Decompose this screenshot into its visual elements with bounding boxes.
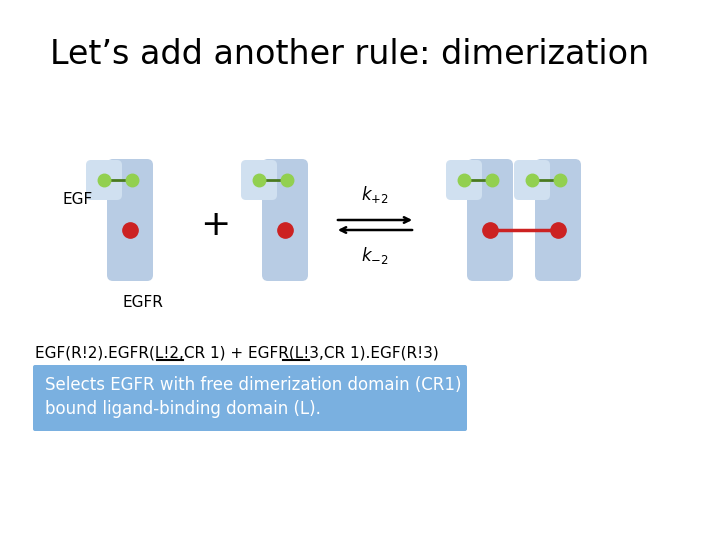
FancyBboxPatch shape (107, 159, 153, 281)
FancyBboxPatch shape (514, 160, 550, 200)
Text: EGF: EGF (62, 192, 92, 207)
Text: $k_{+2}$: $k_{+2}$ (361, 184, 389, 205)
FancyBboxPatch shape (535, 159, 581, 281)
Text: bound ligand-binding domain (L).: bound ligand-binding domain (L). (45, 400, 321, 418)
FancyBboxPatch shape (33, 365, 467, 431)
Text: +: + (200, 208, 230, 242)
Text: EGFR: EGFR (122, 295, 163, 310)
Text: Let’s add another rule: dimerization: Let’s add another rule: dimerization (50, 38, 649, 71)
Text: EGF(R!2).EGFR(L!2,CR 1) + EGFR(L!3,CR 1).EGF(R!3): EGF(R!2).EGFR(L!2,CR 1) + EGFR(L!3,CR 1)… (35, 345, 438, 360)
Text: Selects EGFR with free dimerization domain (CR1) and: Selects EGFR with free dimerization doma… (45, 376, 498, 394)
FancyBboxPatch shape (467, 159, 513, 281)
Text: $k_{-2}$: $k_{-2}$ (361, 245, 389, 266)
FancyBboxPatch shape (241, 160, 277, 200)
FancyBboxPatch shape (262, 159, 308, 281)
FancyBboxPatch shape (86, 160, 122, 200)
FancyBboxPatch shape (446, 160, 482, 200)
